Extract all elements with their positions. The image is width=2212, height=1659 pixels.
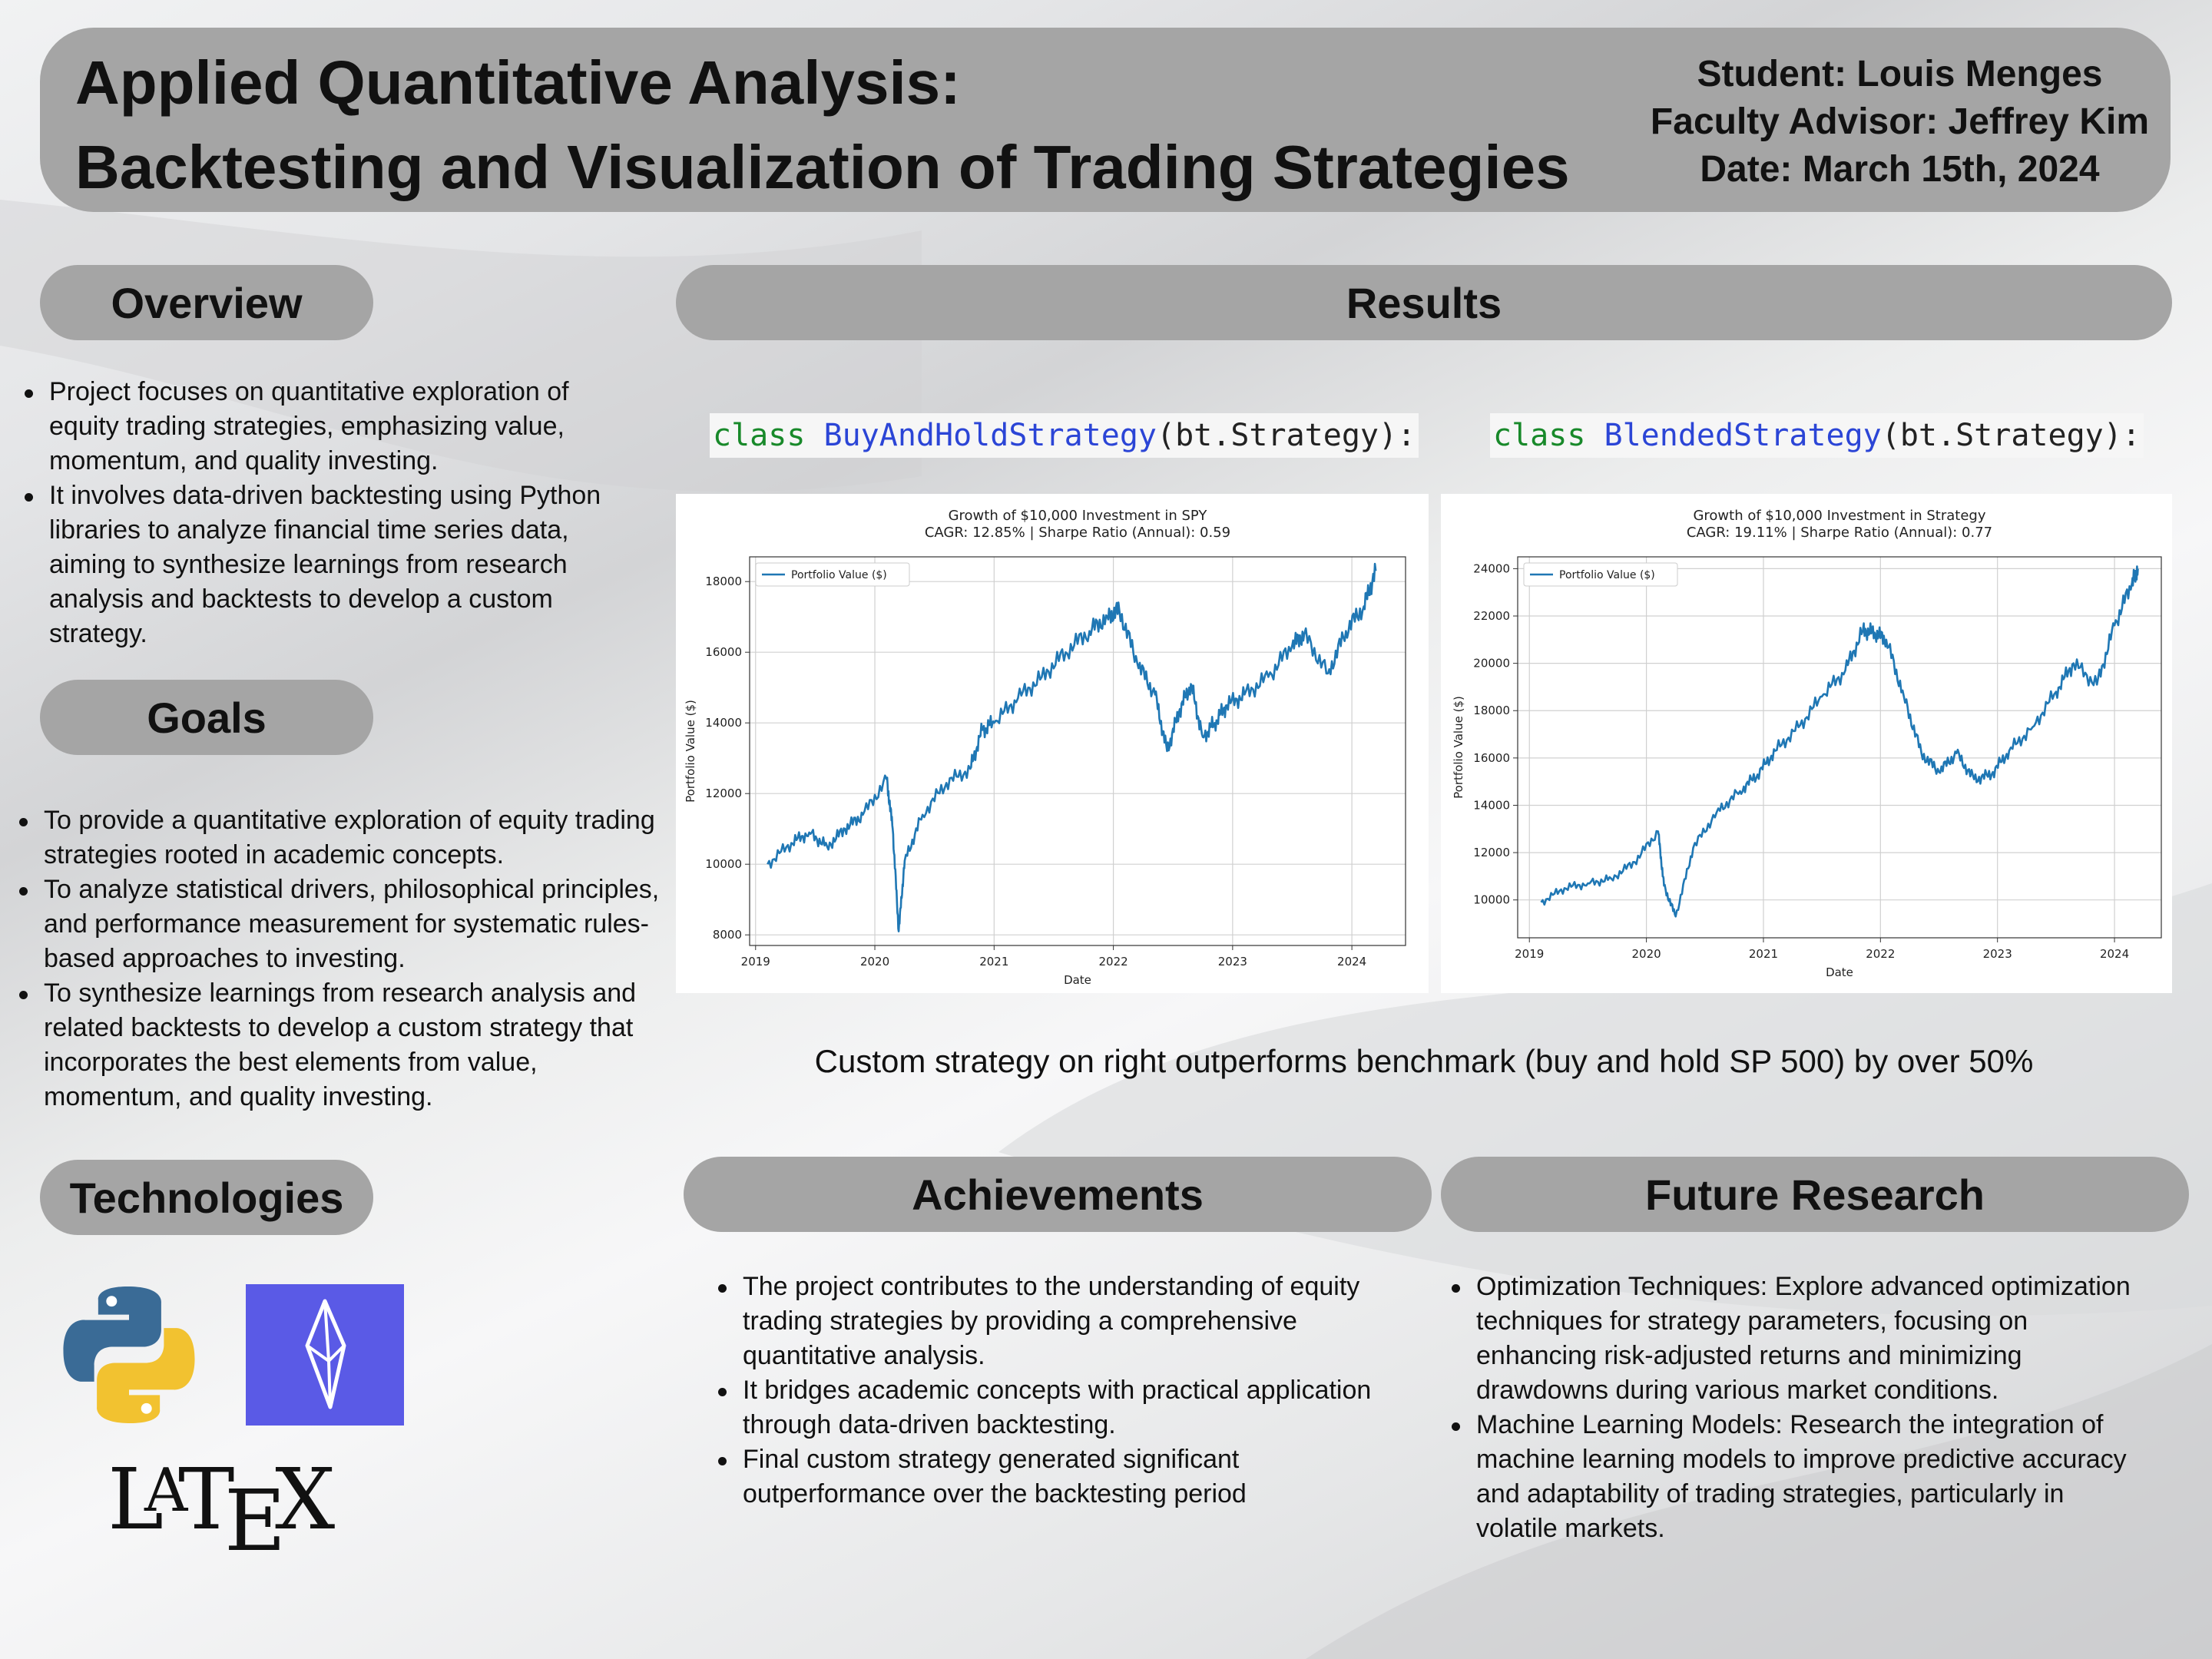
y-tick-label: 18000 [1473, 704, 1510, 717]
future-research-text: Optimization Techniques: Explore advance… [1452, 1270, 2143, 1546]
code-base-class: (bt.Strategy): [1157, 418, 1416, 453]
y-tick-label: 20000 [1473, 657, 1510, 671]
y-tick-label: 10000 [705, 857, 742, 871]
achievements-bullet-3: Final custom strategy generated signific… [718, 1442, 1386, 1512]
technologies-heading: Technologies [40, 1160, 373, 1235]
y-tick-label: 16000 [1473, 751, 1510, 765]
author-info: Student: Louis Menges Faculty Advisor: J… [1651, 51, 2149, 194]
poster-title-line1: Applied Quantitative Analysis: [75, 48, 961, 117]
y-axis-label: Portfolio Value ($) [684, 700, 697, 803]
future-research-heading: Future Research [1441, 1157, 2189, 1232]
y-tick-label: 22000 [1473, 609, 1510, 623]
y-tick-label: 14000 [1473, 798, 1510, 812]
y-tick-label: 16000 [705, 645, 742, 659]
goals-bullet-3: To synthesize learnings from research an… [19, 976, 672, 1114]
achievements-text: The project contributes to the understan… [718, 1270, 1386, 1512]
chart-title: Growth of $10,000 Investment in Strategy [1693, 508, 1985, 524]
y-tick-label: 18000 [705, 575, 742, 588]
code-keyword: class [713, 418, 806, 453]
chart-title: Growth of $10,000 Investment in SPY [949, 508, 1208, 524]
x-axis-label: Date [1826, 965, 1853, 979]
strategy-growth-chart: Growth of $10,000 Investment in Strategy… [1452, 508, 2162, 979]
header-banner [40, 28, 2171, 212]
x-tick-label: 2024 [2100, 947, 2129, 961]
x-tick-label: 2023 [1218, 955, 1247, 969]
code-class-name: BlendedStrategy [1604, 418, 1882, 453]
achievements-heading: Achievements [684, 1157, 1432, 1232]
legend-box [755, 562, 910, 587]
poster-title-line2: Backtesting and Visualization of Trading… [75, 133, 1570, 201]
x-tick-label: 2019 [1515, 947, 1544, 961]
y-axis-label: Portfolio Value ($) [1452, 696, 1465, 799]
x-tick-label: 2020 [860, 955, 889, 969]
student-name: Student: Louis Menges [1697, 54, 2103, 94]
x-tick-label: 2020 [1632, 947, 1661, 961]
y-tick-label: 14000 [705, 716, 742, 730]
achievements-bullets: The project contributes to the understan… [718, 1270, 1386, 1512]
achievements-bullet-1: The project contributes to the understan… [718, 1270, 1386, 1373]
strategy-chart-panel: Growth of $10,000 Investment in Strategy… [1441, 494, 2172, 993]
code-keyword: class [1493, 418, 1586, 453]
overview-bullet-2: It involves data-driven backtesting usin… [25, 478, 639, 651]
latex-logo-icon: L A T E X [108, 1450, 336, 1570]
overview-heading: Overview [40, 265, 373, 340]
goals-text: To provide a quantitative exploration of… [19, 803, 672, 1114]
goals-bullet-2: To analyze statistical drivers, philosop… [19, 873, 672, 976]
crystal-icon [305, 1299, 346, 1409]
code-snippet-buyandhold: class BuyAndHoldStrategy(bt.Strategy): [710, 413, 1419, 458]
spy-growth-chart: Growth of $10,000 Investment in SPYCAGR:… [684, 508, 1406, 987]
faculty-advisor: Faculty Advisor: Jeffrey Kim [1650, 101, 2149, 142]
code-snippet-blended: class BlendedStrategy(bt.Strategy): [1490, 413, 2144, 458]
x-tick-label: 2019 [741, 955, 770, 969]
future-research-bullets: Optimization Techniques: Explore advance… [1452, 1270, 2143, 1546]
legend-box [1523, 562, 1678, 587]
y-tick-label: 12000 [705, 786, 742, 800]
chart-subtitle: CAGR: 12.85% | Sharpe Ratio (Annual): 0.… [925, 525, 1230, 541]
goals-heading: Goals [40, 680, 373, 755]
x-tick-label: 2023 [1983, 947, 2012, 961]
y-tick-label: 12000 [1473, 846, 1510, 859]
y-tick-label: 8000 [713, 928, 742, 942]
legend-label: Portfolio Value ($) [1559, 569, 1655, 581]
code-class-name: BuyAndHoldStrategy [823, 418, 1157, 453]
x-axis-label: Date [1064, 973, 1091, 987]
code-base-class: (bt.Strategy): [1881, 418, 2141, 453]
chart-legend: Portfolio Value ($) [755, 562, 910, 587]
results-caption: Custom strategy on right outperforms ben… [814, 1043, 2034, 1079]
spy-chart-panel: Growth of $10,000 Investment in SPY CAGR:… [676, 494, 1429, 993]
goals-bullet-1: To provide a quantitative exploration of… [19, 803, 672, 873]
poster-date: Date: March 15th, 2024 [1700, 149, 2100, 190]
x-tick-label: 2024 [1337, 955, 1366, 969]
x-tick-label: 2021 [979, 955, 1008, 969]
x-tick-label: 2021 [1749, 947, 1778, 961]
x-tick-label: 2022 [1098, 955, 1128, 969]
series-line-portfolio-value [767, 562, 1377, 932]
overview-text: Project focuses on quantitative explorat… [25, 375, 639, 651]
y-tick-label: 24000 [1473, 561, 1510, 575]
x-tick-label: 2022 [1866, 947, 1895, 961]
python-logo-icon [63, 1286, 195, 1424]
series-line-portfolio-value [1540, 565, 2139, 918]
plot-frame [749, 556, 1406, 946]
y-tick-label: 10000 [1473, 893, 1510, 907]
backtrader-logo-icon [246, 1284, 404, 1426]
chart-subtitle: CAGR: 19.11% | Sharpe Ratio (Annual): 0.… [1687, 525, 1992, 541]
goals-bullets: To provide a quantitative exploration of… [19, 803, 672, 1114]
plot-frame [1517, 556, 2162, 939]
chart-legend: Portfolio Value ($) [1523, 562, 1678, 587]
achievements-bullet-2: It bridges academic concepts with practi… [718, 1373, 1386, 1442]
future-bullet-1: Optimization Techniques: Explore advance… [1452, 1270, 2143, 1408]
legend-label: Portfolio Value ($) [791, 569, 887, 581]
results-heading: Results [676, 265, 2172, 340]
overview-bullet-1: Project focuses on quantitative explorat… [25, 375, 639, 478]
overview-bullets: Project focuses on quantitative explorat… [25, 375, 639, 651]
future-bullet-2: Machine Learning Models: Research the in… [1452, 1408, 2143, 1546]
